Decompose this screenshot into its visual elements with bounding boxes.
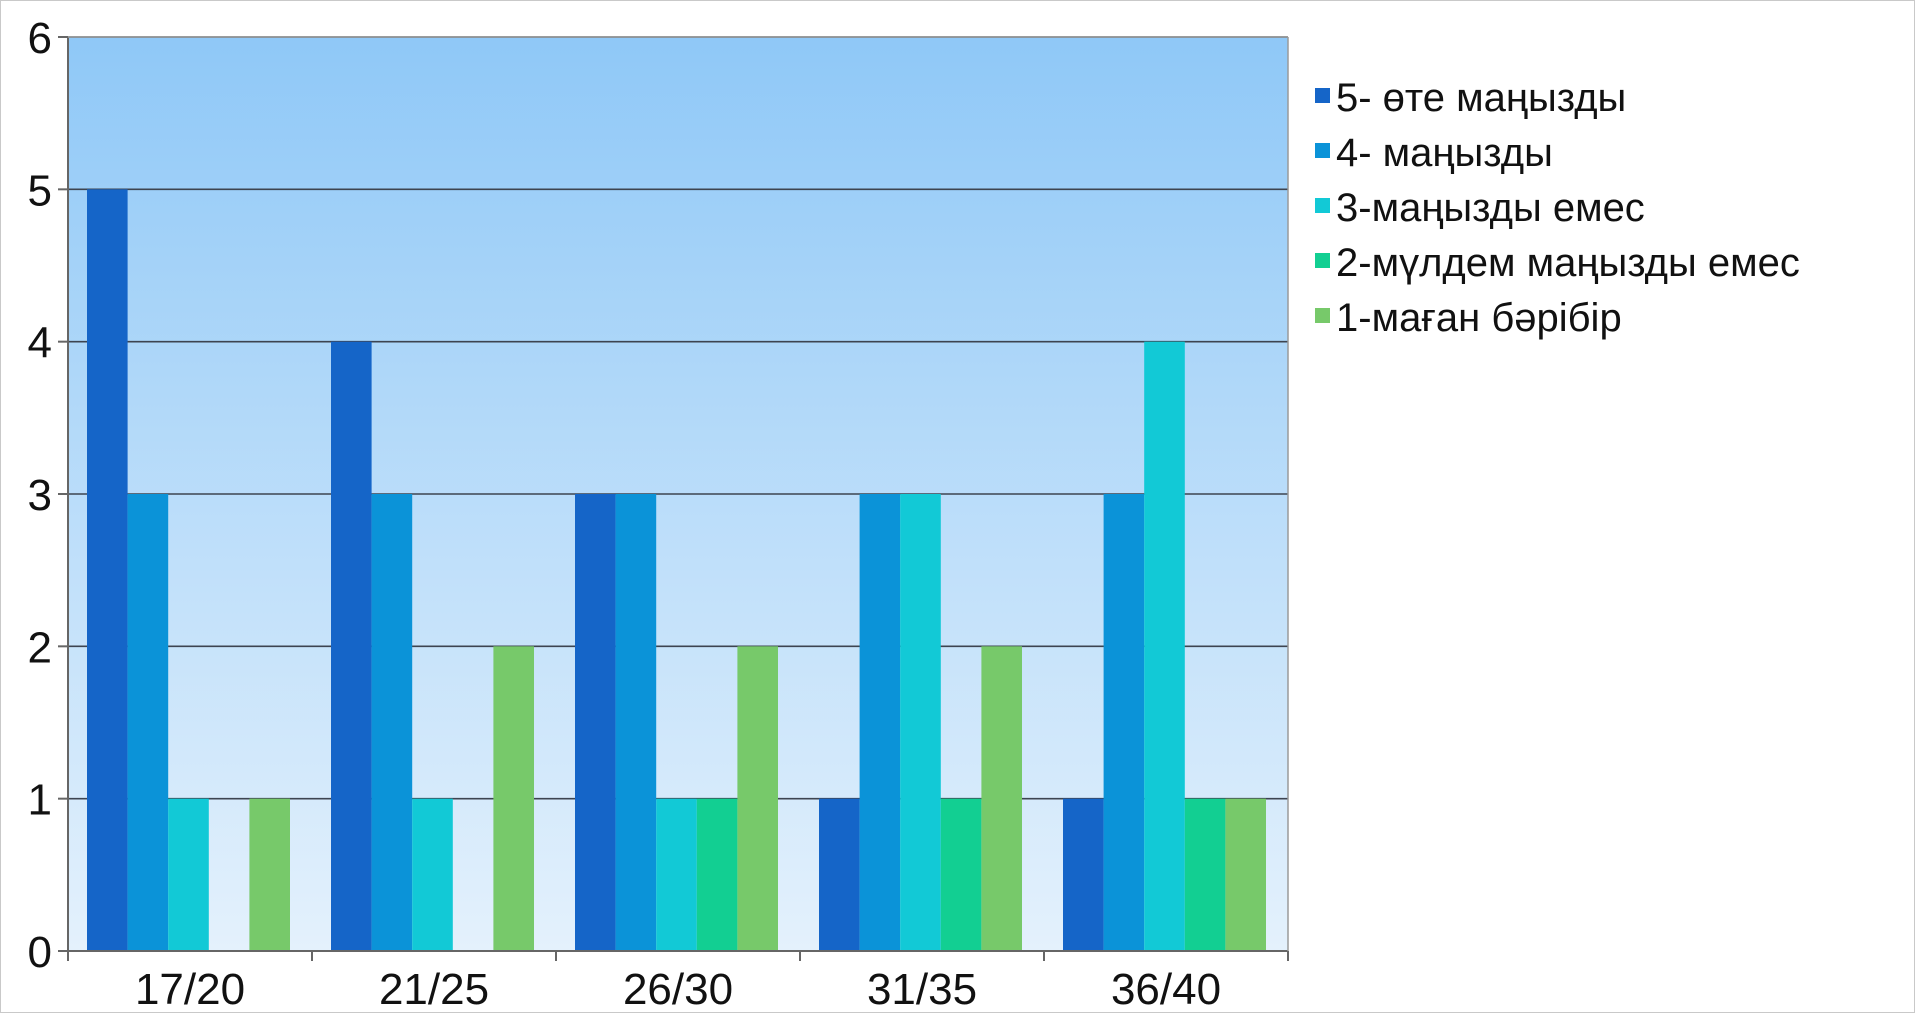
bar (331, 341, 372, 952)
x-tick-label: 26/30 (623, 965, 733, 1012)
legend-item: 4- маңызды (1315, 131, 1553, 175)
legend-swatch (1315, 253, 1330, 268)
x-tick-label: 17/20 (135, 965, 245, 1012)
bar (940, 798, 982, 951)
y-tick-label: 2 (28, 623, 52, 672)
y-tick-label: 4 (28, 319, 52, 368)
bar (656, 798, 697, 951)
y-tick-label: 1 (28, 776, 52, 825)
x-tick-label: 31/35 (867, 965, 977, 1012)
bar (87, 189, 128, 952)
legend-swatch (1315, 308, 1330, 323)
y-tick-labels: 0 1 2 3 4 5 6 (28, 14, 52, 977)
axes (58, 36, 1289, 961)
bar (127, 494, 169, 951)
bar (168, 798, 209, 951)
bar (371, 494, 413, 951)
y-tick-label: 0 (28, 928, 52, 977)
bar (1103, 494, 1145, 951)
legend-item: 3-маңызды емес (1315, 186, 1645, 230)
bar (1184, 798, 1226, 951)
legend-swatch (1315, 198, 1330, 213)
x-tick-label: 21/25 (379, 965, 489, 1012)
bar (859, 494, 901, 951)
legend: 5- өте маңызды 4- маңызды 3-маңызды емес 2-… (1315, 76, 1800, 340)
bar (819, 798, 860, 951)
bar (412, 798, 453, 951)
legend-item: 1-маған бәрібір (1315, 296, 1622, 340)
bar (493, 646, 534, 951)
bar (737, 646, 778, 951)
bars (87, 189, 1266, 952)
bar (1225, 798, 1266, 951)
x-tick-label: 36/40 (1111, 965, 1221, 1012)
legend-label: 2-мүлдем маңызды емес (1336, 241, 1800, 285)
y-tick-label: 3 (28, 471, 52, 520)
y-tick-label: 6 (28, 14, 52, 63)
x-tick-labels: 17/20 21/25 26/30 31/35 36/40 (135, 965, 1221, 1012)
legend-swatch (1315, 143, 1330, 158)
bar (1063, 798, 1104, 951)
bar (981, 646, 1022, 951)
y-tick-label: 5 (28, 166, 52, 215)
bar (900, 494, 941, 951)
legend-swatch (1315, 88, 1330, 103)
legend-item: 5- өте маңызды (1315, 76, 1626, 120)
bar (575, 494, 616, 951)
bar (1144, 341, 1185, 952)
legend-label: 5- өте маңызды (1336, 76, 1626, 120)
bar (249, 798, 290, 951)
legend-label: 1-маған бәрібір (1336, 296, 1622, 340)
legend-label: 4- маңызды (1336, 131, 1553, 175)
legend-label: 3-маңызды емес (1336, 186, 1645, 230)
bar (696, 798, 738, 951)
bar (615, 494, 657, 951)
legend-item: 2-мүлдем маңызды емес (1315, 241, 1800, 285)
